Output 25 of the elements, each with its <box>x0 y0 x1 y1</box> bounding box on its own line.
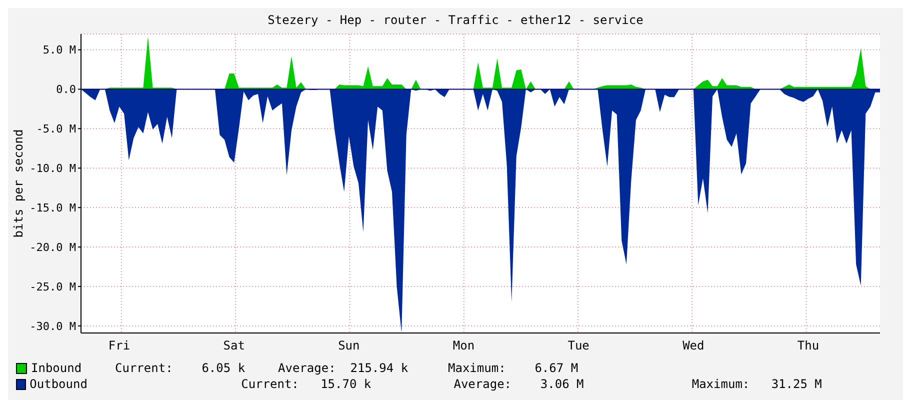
y-tick-label: -15.0 M <box>30 201 76 214</box>
y-tick-label: 0.0 <box>56 83 76 96</box>
text: Average: 215.94 k <box>278 361 410 375</box>
legend-label: Inbound <box>31 361 83 375</box>
x-tick-label: Mon <box>452 338 475 353</box>
y-tick-label: -25.0 M <box>30 280 76 294</box>
text: Current: 15.70 k <box>241 377 372 391</box>
chart-title: Stezery - Hep - router - Traffic - ether12 - service <box>266 13 644 27</box>
y-tick-label: 5.0 M <box>42 44 76 57</box>
legend-label: Outbound <box>30 377 88 391</box>
y-tick-label: -30.0 M <box>30 320 76 333</box>
y-tick-label: -5.0 M <box>36 122 76 136</box>
x-tick-label: Sat <box>223 338 245 353</box>
y-axis-title: bits per second <box>11 129 26 238</box>
text: Maximum: 31.25 M <box>692 377 823 391</box>
text: Current: 6.05 k <box>115 361 246 375</box>
text: Maximum: 6.67 M <box>448 361 580 375</box>
text: Average: 3.06 M <box>454 377 585 391</box>
x-tick-label: Fri <box>108 338 130 353</box>
x-tick-label: Tue <box>568 338 590 353</box>
x-tick-label: Thu <box>797 338 820 353</box>
x-tick-label: Wed <box>682 338 704 353</box>
y-tick-label: -20.0 M <box>30 240 76 254</box>
x-tick-label: Sun <box>338 338 360 353</box>
y-tick-label: -10.0 M <box>30 162 76 176</box>
